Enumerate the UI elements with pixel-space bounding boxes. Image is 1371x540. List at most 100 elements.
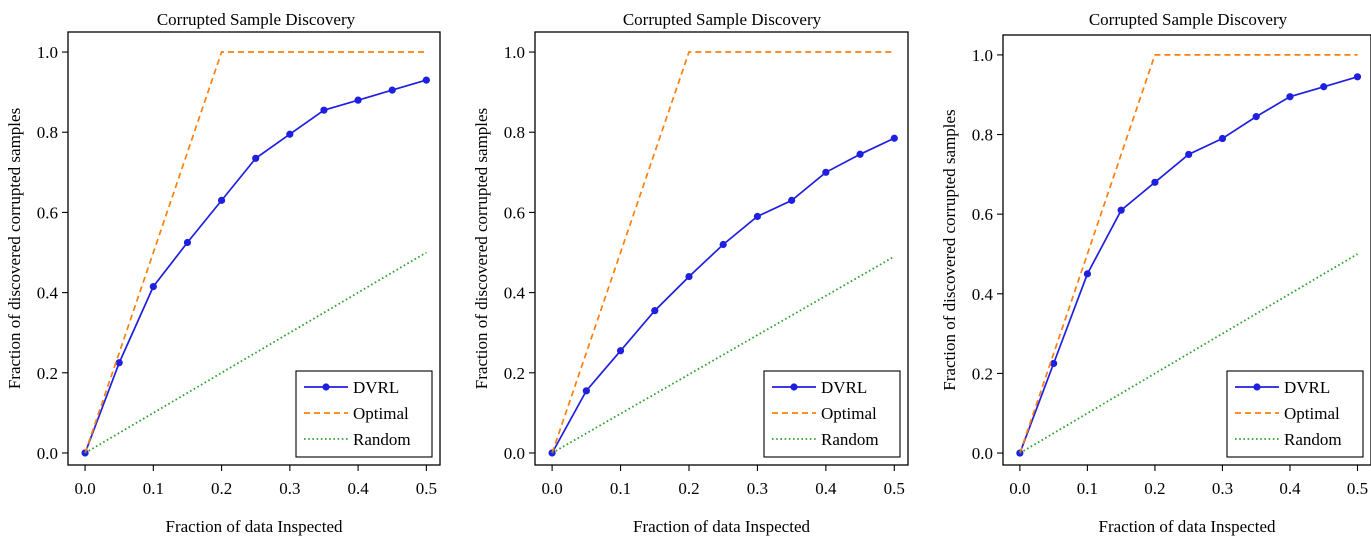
x-tick-label: 0.5 (884, 479, 905, 498)
dvrl-point (822, 168, 830, 176)
dvrl-point (1286, 93, 1294, 101)
x-tick-label: 0.2 (1144, 479, 1165, 498)
chart-panel-2: Corrupted Sample Discovery 0.0 0.1 0.2 0.3 0.… (472, 10, 909, 536)
random-line (84, 251, 427, 454)
legend-dvrl-marker (790, 383, 798, 391)
y-tick-label: 0.4 (504, 284, 526, 303)
plot-frame (67, 31, 441, 466)
chart-panel-1: Corrupted Sample Discovery 0.0 0.1 0.2 0.3 0.… (5, 10, 441, 536)
y-tick-label: 1.0 (504, 43, 525, 62)
x-tick-label: 0.0 (541, 479, 562, 498)
x-axis-label: Fraction of data Inspected (165, 517, 343, 536)
dvrl-point (1083, 270, 1092, 278)
legend-optimal-label: Optimal (1284, 404, 1340, 423)
legend-optimal-label: Optimal (353, 404, 409, 423)
plot-frame (1002, 34, 1371, 466)
chart-title: Corrupted Sample Discovery (157, 10, 356, 29)
dvrl-point (1050, 359, 1058, 368)
y-tick-label: 0.8 (37, 123, 58, 142)
y-tick-label: 0.8 (972, 126, 993, 145)
dvrl-point (719, 240, 727, 249)
x-tick-label: 0.0 (74, 479, 95, 498)
y-tick-label: 0.4 (972, 285, 994, 304)
optimal-line (84, 51, 427, 454)
y-tick-label: 0.6 (972, 205, 993, 224)
y-tick-label: 0.2 (504, 364, 525, 383)
dvrl-point (856, 150, 864, 158)
legend-dvrl-label: DVRL (1284, 378, 1330, 397)
dvrl-point (1252, 113, 1260, 121)
dvrl-point (1218, 134, 1227, 143)
x-tick-label: 0.4 (347, 479, 369, 498)
random-line (551, 255, 895, 454)
legend-dvrl-marker (322, 383, 330, 391)
x-tick-label: 0.3 (279, 479, 300, 498)
legend: DVRL Optimal Random (295, 370, 433, 458)
legend-box (295, 370, 433, 458)
y-tick-label: 0.8 (504, 123, 525, 142)
y-axis-label: Fraction of discovered corrupted samples (472, 108, 491, 389)
dvrl-point (286, 130, 294, 138)
x-tick-label: 0.1 (143, 479, 164, 498)
chart-panel-3: Corrupted Sample Discovery 0.0 0.1 0.2 0.3 0.… (940, 10, 1371, 536)
legend: DVRL Optimal Random (763, 370, 901, 458)
optimal-line (1019, 54, 1358, 454)
x-tick-label: 0.3 (747, 479, 768, 498)
x-tick-label: 0.4 (815, 479, 837, 498)
dvrl-point (890, 134, 898, 142)
x-tick-label: 0.2 (211, 479, 232, 498)
chart-title: Corrupted Sample Discovery (623, 10, 822, 29)
legend-dvrl-marker (1253, 383, 1261, 391)
optimal-line (551, 51, 895, 454)
chart-title: Corrupted Sample Discovery (1089, 10, 1288, 29)
dvrl-point (685, 272, 693, 281)
dvrl-point (1320, 83, 1328, 91)
dvrl-point (753, 212, 762, 221)
legend-box (763, 370, 901, 458)
y-axis-label: Fraction of discovered corrupted samples (5, 108, 24, 389)
dvrl-point (1151, 178, 1159, 186)
y-tick-label: 0.0 (972, 444, 993, 463)
dvrl-point (388, 86, 396, 94)
dvrl-point (1353, 73, 1362, 81)
dvrl-point (422, 76, 430, 84)
x-tick-label: 0.5 (416, 479, 437, 498)
dvrl-point (149, 282, 157, 291)
dvrl-point (183, 238, 192, 247)
dvrl-point (582, 387, 590, 395)
legend-dvrl-label: DVRL (353, 378, 399, 397)
y-tick-label: 0.2 (972, 364, 993, 383)
dvrl-point (354, 96, 362, 104)
dvrl-point (320, 106, 328, 114)
dvrl-point (651, 307, 659, 315)
plot-frame (534, 31, 909, 466)
legend: DVRL Optimal Random (1226, 370, 1364, 458)
y-tick-label: 1.0 (37, 43, 58, 62)
dvrl-point (252, 154, 260, 162)
y-tick-label: 0.0 (504, 444, 525, 463)
dvrl-point (616, 347, 625, 355)
legend-box (1226, 370, 1364, 458)
y-axis-label: Fraction of discovered corrupted samples (940, 109, 959, 390)
dvrl-point (1185, 150, 1193, 159)
x-tick-label: 0.2 (678, 479, 699, 498)
x-axis-label: Fraction of data Inspected (1098, 517, 1276, 536)
legend-random-label: Random (353, 430, 411, 449)
legend-random-label: Random (1284, 430, 1342, 449)
legend-random-label: Random (821, 430, 879, 449)
y-tick-label: 0.6 (37, 203, 58, 222)
legend-dvrl-label: DVRL (821, 378, 867, 397)
x-tick-label: 0.0 (1009, 479, 1030, 498)
x-tick-label: 0.3 (1212, 479, 1233, 498)
y-tick-label: 0.4 (37, 284, 59, 303)
x-tick-label: 0.4 (1279, 479, 1301, 498)
x-tick-label: 0.1 (1077, 479, 1098, 498)
y-tick-label: 0.0 (37, 444, 58, 463)
x-axis-label: Fraction of data Inspected (633, 517, 811, 536)
y-tick-label: 1.0 (972, 46, 993, 65)
y-tick-label: 0.6 (504, 203, 525, 222)
y-tick-label: 0.2 (37, 364, 58, 383)
dvrl-point (1117, 206, 1125, 214)
dvrl-point (217, 196, 226, 204)
